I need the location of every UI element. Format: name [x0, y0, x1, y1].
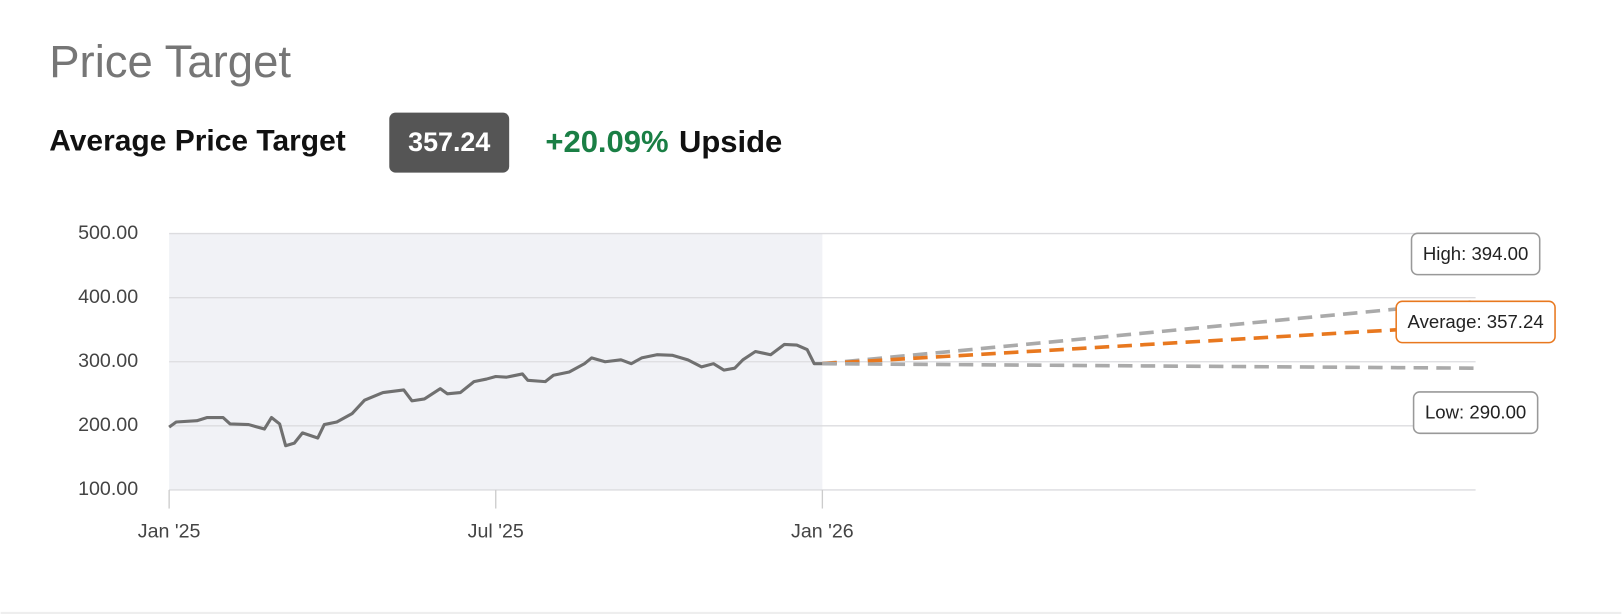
title: Price Target [49, 36, 291, 87]
plot: 100.00 200.00 300.00 400.00 500.00 Jan '25 Jul… [78, 222, 1556, 542]
series-line [168, 342, 823, 448]
target-label-box [1395, 300, 1556, 344]
target-label-box [1410, 232, 1541, 276]
target-label-box [1412, 391, 1539, 435]
y-tick-label: 300.00 [78, 350, 138, 372]
x-tick-label: Jan '26 [791, 520, 854, 542]
upside-value: +20.09% [545, 124, 668, 159]
badge [389, 112, 510, 173]
series-line [822, 323, 1476, 366]
x-tick-label: Jan '25 [138, 520, 201, 542]
y-tick-label: 200.00 [78, 414, 138, 436]
target-label: High: 394.00 [1423, 243, 1528, 264]
series-line [822, 299, 1476, 366]
y-tick-label: 500.00 [78, 222, 138, 244]
upside-label: Upside [679, 124, 782, 159]
average-value: 357.24 [408, 127, 490, 157]
x-tick-label: Jul '25 [468, 520, 524, 542]
target-label: Low: 290.00 [1425, 402, 1526, 423]
average-label: Average Price Target [49, 125, 346, 158]
y-tick-label: 100.00 [78, 478, 138, 500]
y-tick-label: 400.00 [78, 286, 138, 308]
target-label: Average: 357.24 [1408, 311, 1544, 332]
series-line [822, 361, 1476, 370]
